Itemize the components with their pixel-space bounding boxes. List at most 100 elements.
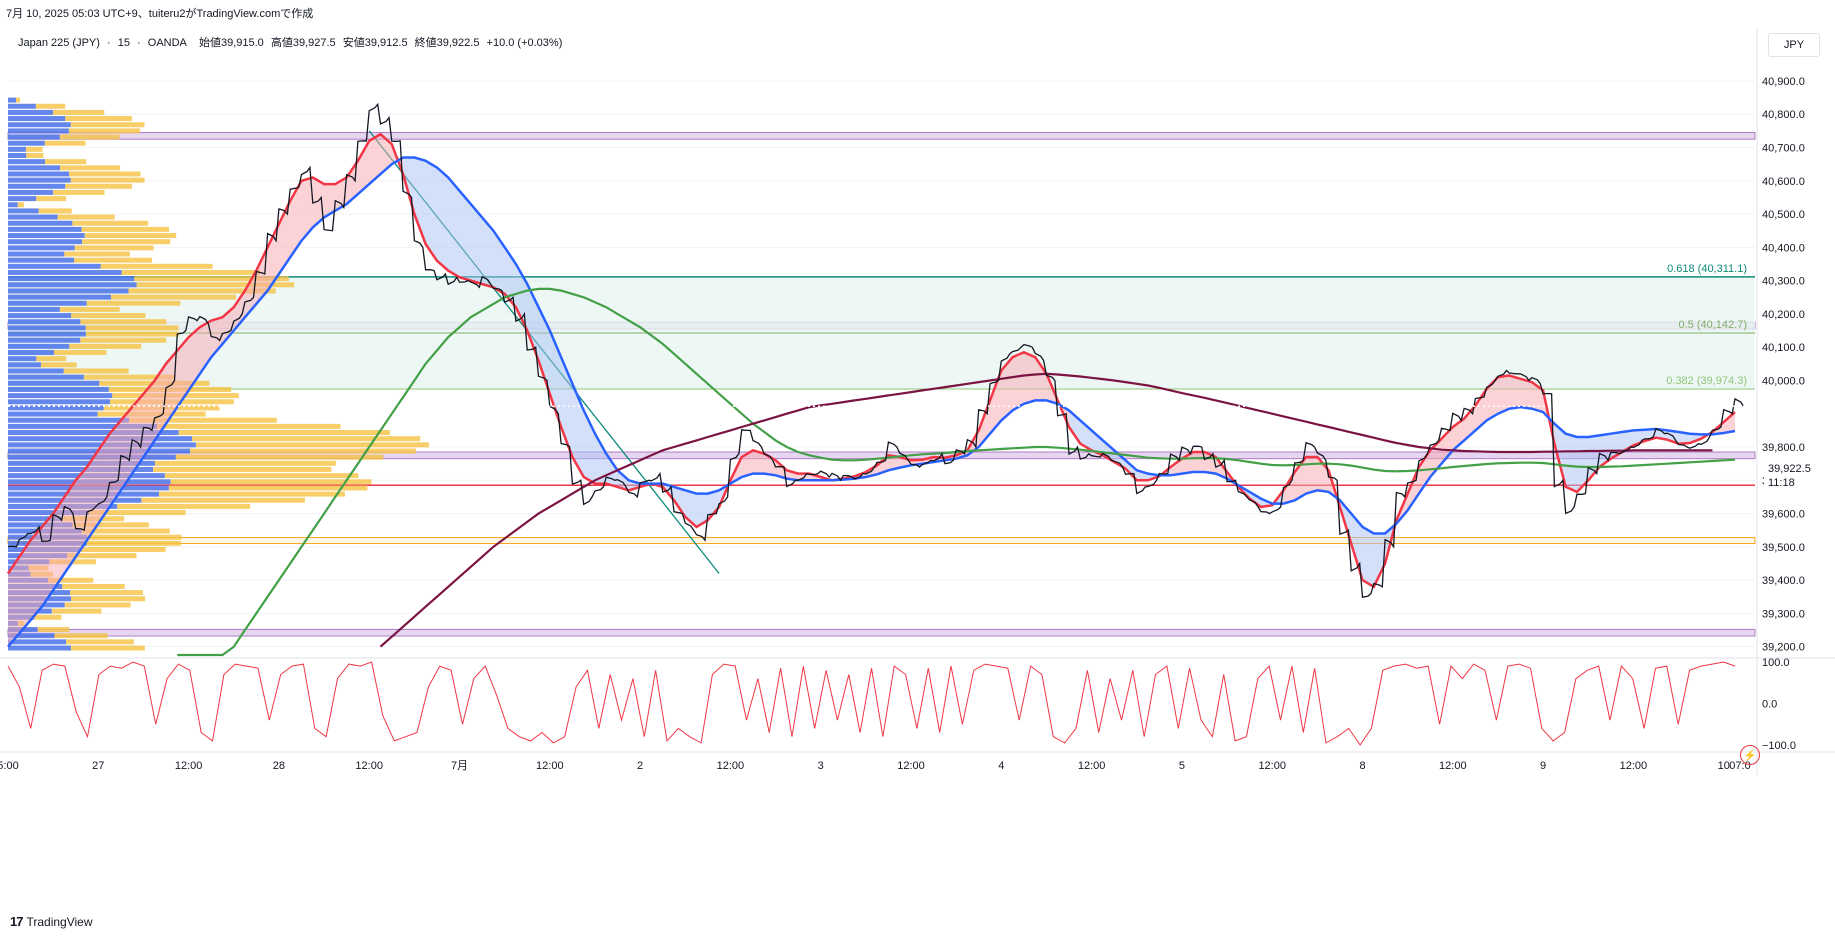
ohlc-change: +10.0 (+0.03%) (486, 37, 563, 49)
vp-bar-buy (8, 251, 65, 257)
vp-bar-buy (8, 337, 81, 343)
vp-bar-buy (8, 399, 111, 405)
vp-bar-sell (70, 177, 145, 183)
vp-bar-buy (8, 183, 66, 189)
bull-fill (132, 393, 144, 474)
tradingview-logo: 17 TradingView (10, 914, 93, 929)
bull-fill (741, 450, 753, 477)
vp-bar-buy (8, 522, 73, 528)
bull-fill (752, 450, 765, 474)
price-tick-label: 39,200.0 (1762, 642, 1805, 654)
time-tick-label: 12:00 (536, 760, 564, 772)
vp-bar-sell (84, 233, 177, 239)
vp-bar-sell (192, 436, 421, 442)
vp-bar-sell (45, 159, 87, 165)
bull-fill (357, 140, 370, 195)
bull-fill (1012, 352, 1024, 411)
vp-bar-sell (85, 331, 179, 337)
ohlc-close: 終値39,922.5 (414, 37, 480, 49)
interval-label[interactable]: 15 (117, 37, 130, 49)
vp-bar-buy (8, 350, 55, 356)
vp-bar-buy (8, 313, 72, 319)
vp-bar-sell (65, 116, 132, 122)
bull-fill (87, 450, 99, 541)
vp-bar-sell (65, 183, 132, 189)
vp-bar-sell (134, 276, 289, 282)
osc-tick-label: 0.0 (1762, 699, 1777, 711)
bull-fill (1475, 388, 1487, 431)
vp-bar-buy (8, 226, 82, 232)
price-tick-label: 39,500.0 (1762, 542, 1805, 554)
vp-bar-buy (8, 300, 87, 306)
vp-bar-buy (8, 177, 71, 183)
bull-fill (98, 433, 110, 524)
time-tick-label: 12:00 (1620, 760, 1648, 772)
lightning-icon[interactable]: ⚡ (1740, 745, 1760, 765)
vp-bar-sell (60, 165, 121, 171)
data-source: OANDA (147, 37, 187, 49)
price-tick-label: 40,500.0 (1762, 209, 1805, 221)
vp-bar-buy (8, 639, 67, 645)
vp-bar-sell (71, 313, 146, 319)
last-price-value: 39,922.5 (1768, 463, 1811, 475)
bear-fill (572, 383, 584, 477)
vp-bar-buy (8, 331, 86, 337)
vp-bar-sell (40, 362, 77, 368)
time-tick-label: 12:00 (1258, 760, 1286, 772)
bear-fill (673, 486, 686, 517)
vp-bar-sell (80, 547, 166, 553)
time-tick-label: 5:00 (0, 760, 19, 772)
price-tick-label: 39,600.0 (1762, 509, 1805, 521)
zones: 0.618 (40,311.1) 0.5 (40,142.7) 0.382 (39,… (7, 130, 1756, 637)
ohlc-open: 始値39,915.0 (198, 37, 264, 49)
vp-bar-buy (8, 319, 81, 325)
vp-bar-sell (87, 534, 182, 540)
time-tick-label: 5 (1179, 760, 1185, 772)
currency-button[interactable]: JPY (1768, 33, 1820, 57)
vp-bar-buy (8, 245, 75, 251)
last-price-tag: 39,922.5 11:18 (1764, 462, 1822, 492)
bull-fill (75, 466, 88, 557)
time-tick-label: 4 (998, 760, 1004, 772)
vp-bar-sell (57, 214, 115, 220)
price-tick-label: 40,100.0 (1762, 342, 1805, 354)
vp-bar-buy (8, 202, 18, 208)
bear-fill (707, 490, 720, 521)
bull-fill (1193, 452, 1205, 472)
price-tick-label: 39,400.0 (1762, 575, 1805, 587)
price-axis: 40,900.0 40,800.0 40,700.0 40,600.0 40,500.0… (1756, 28, 1805, 775)
bear-fill (470, 204, 483, 284)
symbol-name[interactable]: Japan 225 (JPY) (18, 37, 100, 49)
vp-bar-sell (111, 294, 236, 300)
vp-bar-buy (8, 645, 71, 651)
vp-bar-buy (8, 109, 54, 115)
bull-fill (120, 407, 133, 491)
bear-fill (1373, 533, 1386, 587)
bull-fill (188, 327, 200, 391)
price-series-line (7, 102, 1745, 598)
vp-bar-sell (54, 633, 108, 639)
vp-bar-buy (8, 153, 27, 159)
orange-zone (7, 537, 1756, 545)
vp-bar-buy (8, 411, 98, 417)
vp-bar-buy (8, 405, 104, 411)
time-tick-label: 8 (1359, 760, 1365, 772)
bull-fill (369, 134, 381, 185)
tv-icon: 17 (10, 914, 24, 929)
sr-zone (7, 132, 1756, 140)
vp-bar-sell (51, 608, 102, 614)
bull-fill (8, 556, 20, 647)
vp-bar-sell (136, 282, 295, 288)
bear-fill (549, 330, 562, 428)
vp-bar-buy (8, 436, 193, 442)
bear-fill (1249, 491, 1261, 507)
price-tick-label: 39,300.0 (1762, 608, 1805, 620)
vp-bar-sell (72, 220, 149, 226)
vp-bar-sell (100, 263, 213, 269)
bull-fill (1306, 456, 1318, 494)
vp-bar-sell (16, 97, 20, 103)
vp-bar-buy (8, 220, 73, 226)
vp-bar-sell (68, 128, 141, 134)
vp-bar-buy (8, 430, 179, 436)
